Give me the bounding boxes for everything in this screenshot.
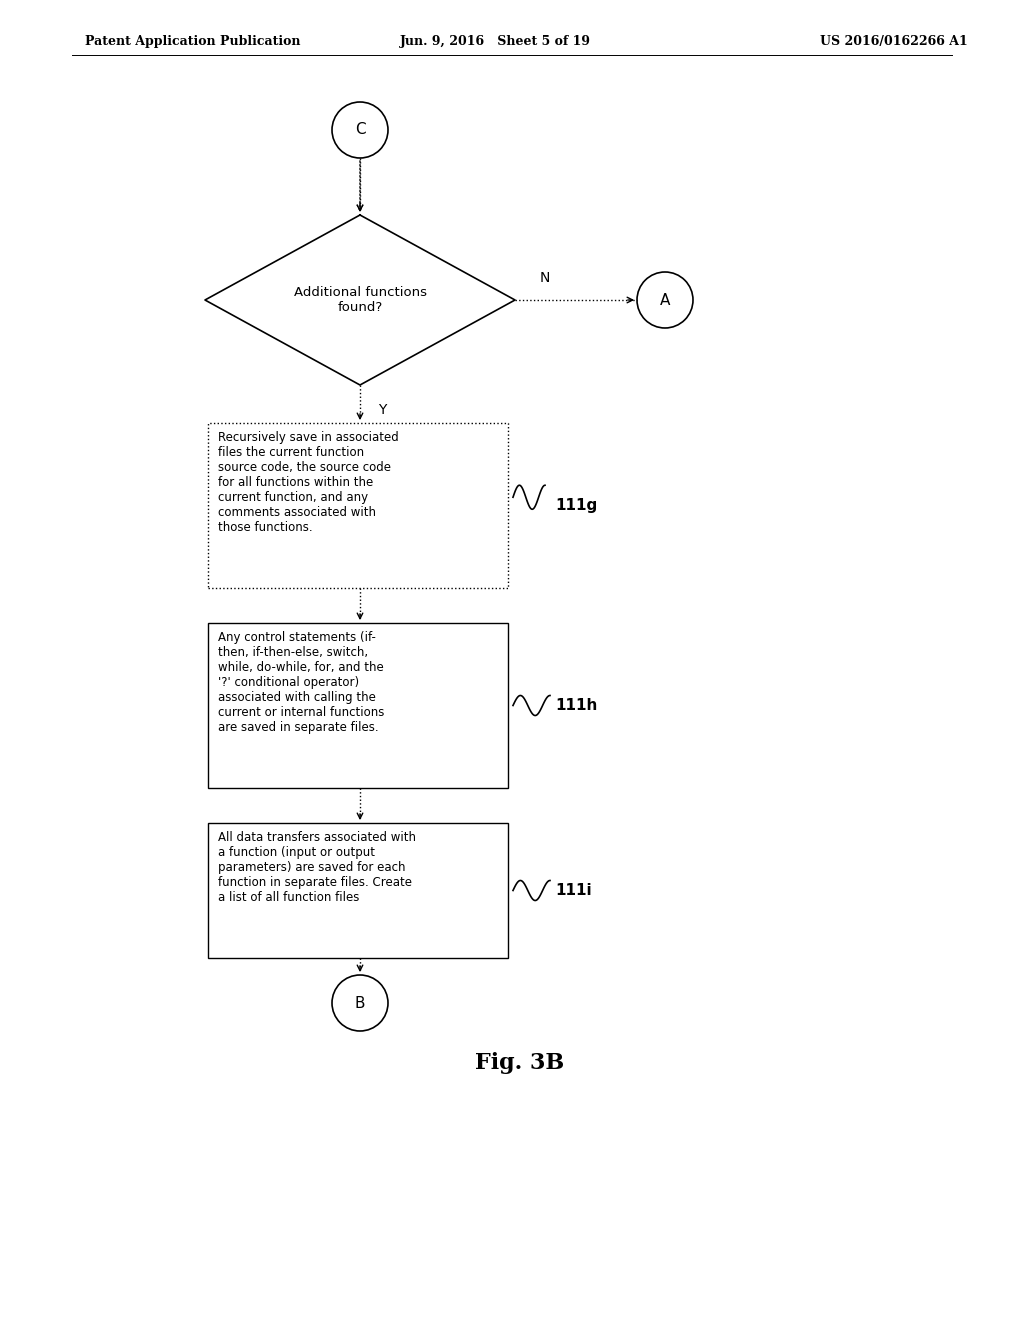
Text: N: N bbox=[540, 271, 550, 285]
Text: Any control statements (if-
then, if-then-else, switch,
while, do-while, for, an: Any control statements (if- then, if-the… bbox=[218, 631, 384, 734]
Text: US 2016/0162266 A1: US 2016/0162266 A1 bbox=[820, 36, 968, 48]
Text: Fig. 3B: Fig. 3B bbox=[475, 1052, 564, 1074]
Text: Additional functions
found?: Additional functions found? bbox=[294, 286, 427, 314]
Text: Patent Application Publication: Patent Application Publication bbox=[85, 36, 300, 48]
Text: Recursively save in associated
files the current function
source code, the sourc: Recursively save in associated files the… bbox=[218, 432, 398, 535]
Text: B: B bbox=[354, 995, 366, 1011]
Text: A: A bbox=[659, 293, 670, 308]
Text: C: C bbox=[354, 123, 366, 137]
Text: 111i: 111i bbox=[555, 883, 592, 898]
Text: 111h: 111h bbox=[555, 698, 597, 713]
Text: Y: Y bbox=[378, 403, 386, 417]
Text: Jun. 9, 2016   Sheet 5 of 19: Jun. 9, 2016 Sheet 5 of 19 bbox=[400, 36, 591, 48]
Text: All data transfers associated with
a function (input or output
parameters) are s: All data transfers associated with a fun… bbox=[218, 832, 416, 904]
Text: 111g: 111g bbox=[555, 498, 597, 513]
